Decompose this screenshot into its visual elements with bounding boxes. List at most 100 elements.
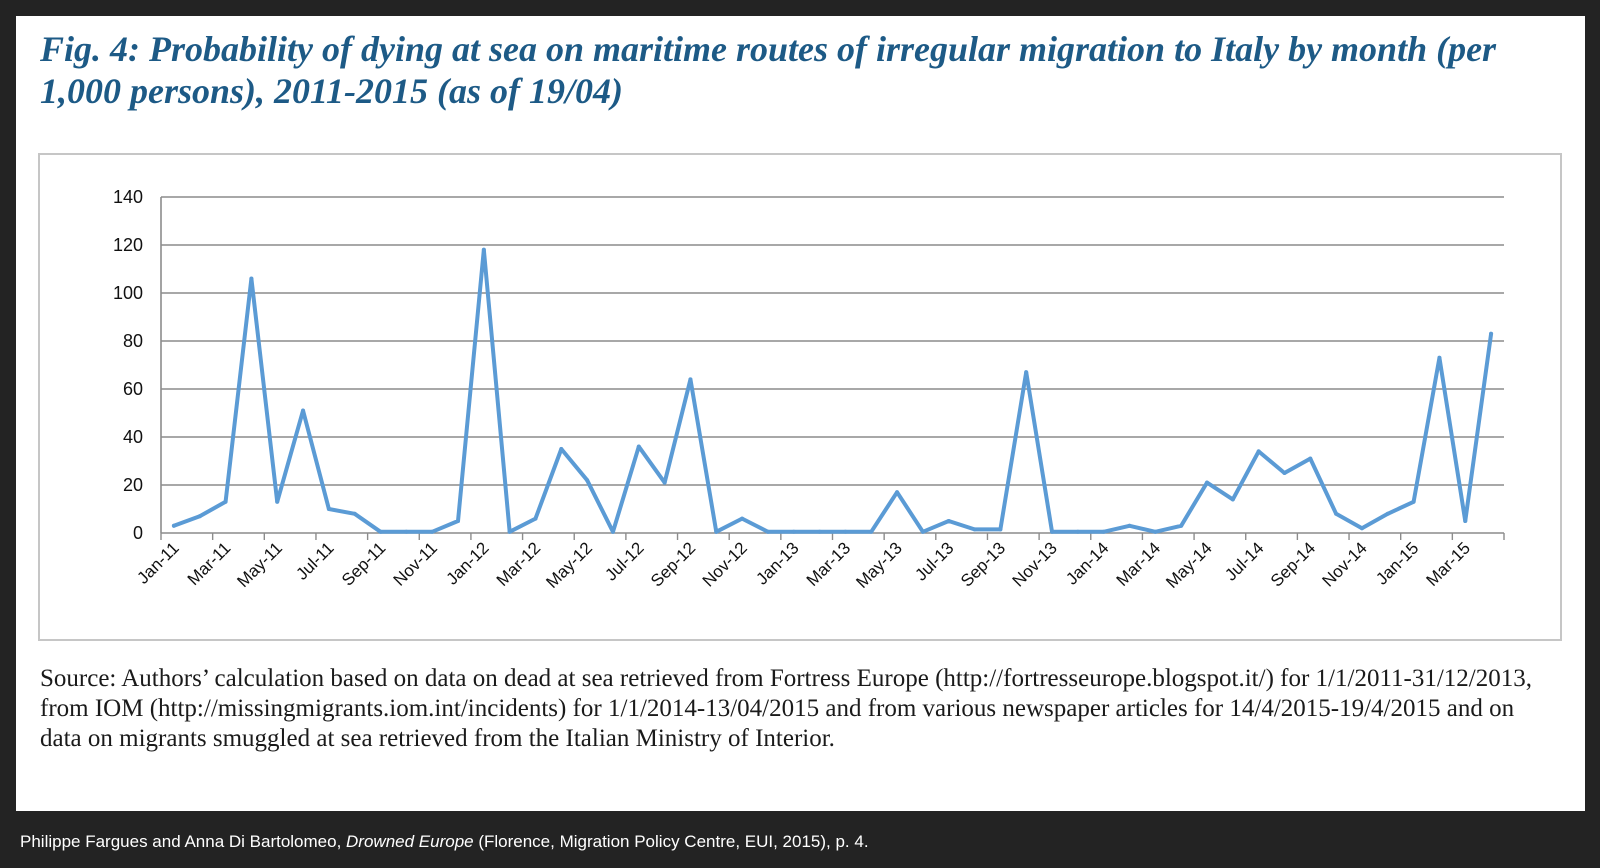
x-tick-label: Nov-12 <box>699 538 751 590</box>
data-point: Jan-11: 3 <box>171 523 176 528</box>
y-tick-label: 120 <box>113 235 143 255</box>
x-tick-label: Mar-14 <box>1113 538 1165 590</box>
data-point: Jul-11: 10 <box>326 507 331 511</box>
axes <box>160 197 1505 540</box>
data-point: Feb-13: 0.5 <box>817 529 822 534</box>
x-tick-label: Mar-12 <box>493 538 545 590</box>
data-point: Nov-12: 6 <box>740 516 745 521</box>
y-tick-label: 20 <box>123 475 143 495</box>
citation-authors: Philippe Fargues and Anna Di Bartolomeo, <box>20 832 347 851</box>
x-tick-label: Jul-14 <box>1221 538 1267 584</box>
data-point: Jan-14: 0.5 <box>1101 529 1106 534</box>
x-tick-label: Sep-13 <box>957 538 1009 590</box>
data-point: Apr-11: 106 <box>249 276 254 281</box>
data-point: May-11: 13 <box>275 499 280 504</box>
data-point: Sep-11: 0.5 <box>378 529 383 534</box>
data-point: Nov-13: 0.5 <box>1050 529 1055 534</box>
data-point: May-13: 17 <box>895 490 900 495</box>
figure-panel: Fig. 4: Probability of dying at sea on m… <box>16 16 1585 811</box>
chart-frame: 0 20 40 60 80 100 120 140 Jan-11 Mar-11 May-11 Jul… <box>38 153 1562 641</box>
series-line <box>171 247 1494 534</box>
x-tick-label: Jan-13 <box>752 538 802 588</box>
x-tick-label: Jul-13 <box>911 538 957 584</box>
x-tick-label: Jul-12 <box>601 538 647 584</box>
data-point: Jun-13: 0.5 <box>920 529 925 534</box>
x-tick-label: Jan-11 <box>133 538 182 587</box>
data-point: Feb-11: 7 <box>197 514 202 519</box>
data-point: Mar-11: 13 <box>223 499 228 504</box>
data-point: Sep-14: 31 <box>1308 456 1313 461</box>
data-point: Jan-12: 118 <box>481 247 486 252</box>
data-point: Dec-14: 8 <box>1385 511 1390 516</box>
data-point: Aug-12: 21 <box>662 480 667 485</box>
data-point: Apr-13: 0.5 <box>869 529 874 534</box>
data-point: Aug-13: 1.5 <box>972 527 977 532</box>
data-point: Jan-13: 0.5 <box>791 529 796 534</box>
data-point: Nov-14: 2 <box>1359 526 1364 531</box>
data-point: Mar-15: 5 <box>1463 519 1468 523</box>
y-tick-label: 80 <box>123 331 143 351</box>
data-point: Oct-14: 8 <box>1334 511 1339 516</box>
data-point: May-12: 22 <box>585 478 590 483</box>
data-point: Jun-12: 0.5 <box>610 529 615 534</box>
x-tick-label: Nov-14 <box>1319 538 1371 590</box>
data-point: Jul-12: 36 <box>636 444 641 449</box>
data-point: Feb-14: 3 <box>1127 523 1132 528</box>
data-point: Jan-15: 13 <box>1411 499 1416 504</box>
citation-book-title: Drowned Europe <box>346 832 474 851</box>
data-point: Apr-14: 3 <box>1179 523 1184 528</box>
x-tick-label: Jan-14 <box>1062 538 1112 588</box>
data-point: Feb-15: 73 <box>1437 355 1442 360</box>
y-tick-label: 60 <box>123 379 143 399</box>
data-point: Feb-12: 0.5 <box>507 529 512 534</box>
x-tick-label: May-14 <box>1162 538 1216 592</box>
y-tick-label: 100 <box>113 283 143 303</box>
x-tick-label: May-13 <box>852 538 906 592</box>
gridlines <box>161 196 1504 486</box>
data-point: Oct-12: 0.5 <box>714 529 719 534</box>
data-point: Oct-13: 67 <box>1024 370 1029 375</box>
data-point: Jul-14: 34 <box>1256 449 1261 454</box>
data-point: Mar-13: 0.5 <box>843 529 848 534</box>
x-tick-label: Nov-11 <box>390 538 441 589</box>
data-point: Dec-11: 5 <box>456 519 461 523</box>
y-tick-label: 0 <box>133 523 143 543</box>
figure-title: Fig. 4: Probability of dying at sea on m… <box>40 29 1497 111</box>
x-tick-label: Mar-15 <box>1423 538 1475 590</box>
x-tick-label: Sep-11 <box>338 538 389 589</box>
x-tick-label: Jul-11 <box>292 538 337 583</box>
data-point: Mar-14: 0.5 <box>1153 529 1158 534</box>
data-point: Jun-11: 51 <box>301 408 306 413</box>
data-point: Oct-11: 0.5 <box>404 529 409 534</box>
series-layer: Jan-11: 3 Feb-11: 7 Mar-11: 13 Apr-11: 106 M… <box>171 247 1494 534</box>
data-point: Dec-13: 0.5 <box>1075 529 1080 534</box>
data-point: Sep-13: 1.5 <box>998 527 1003 532</box>
data-point: Jul-13: 5 <box>946 519 951 523</box>
x-tick-label: Mar-11 <box>184 538 235 589</box>
x-tick-label: May-12 <box>542 538 596 592</box>
data-point: Sep-12: 64 <box>688 377 693 382</box>
citation: Philippe Fargues and Anna Di Bartolomeo,… <box>20 831 1580 853</box>
data-point: Aug-11: 8 <box>352 511 357 516</box>
x-tick-label: Jan-15 <box>1372 538 1422 588</box>
data-point: Jun-14: 14 <box>1230 497 1235 502</box>
data-point: May-14: 21 <box>1204 480 1209 485</box>
y-tick-label: 40 <box>123 427 143 447</box>
x-tick-label: Nov-13 <box>1009 538 1061 590</box>
citation-publisher: (Florence, Migration Policy Centre, EUI,… <box>473 832 869 851</box>
data-point: Apr-15: 83 <box>1489 331 1494 336</box>
x-tick-label: Sep-14 <box>1267 538 1319 590</box>
data-point: Nov-11: 0.5 <box>430 529 435 534</box>
x-tick-label: Sep-12 <box>647 538 699 590</box>
data-point: Aug-14: 25 <box>1282 471 1287 475</box>
data-point: Mar-12: 6 <box>533 516 538 521</box>
x-tick-labels: Jan-11 Mar-11 May-11 Jul-11 Sep-11 Nov-11 Jan-… <box>133 538 1474 592</box>
source-note: Source: Authors’ calculation based on da… <box>40 665 1532 752</box>
data-point: Dec-12: 0.5 <box>765 529 770 534</box>
x-tick-label: Jan-12 <box>442 538 492 588</box>
y-tick-labels: 0 20 40 60 80 100 120 140 <box>113 187 143 543</box>
x-tick-label: May-11 <box>233 538 286 591</box>
data-point: Apr-12: 35 <box>559 447 564 451</box>
y-tick-label: 140 <box>113 187 143 207</box>
